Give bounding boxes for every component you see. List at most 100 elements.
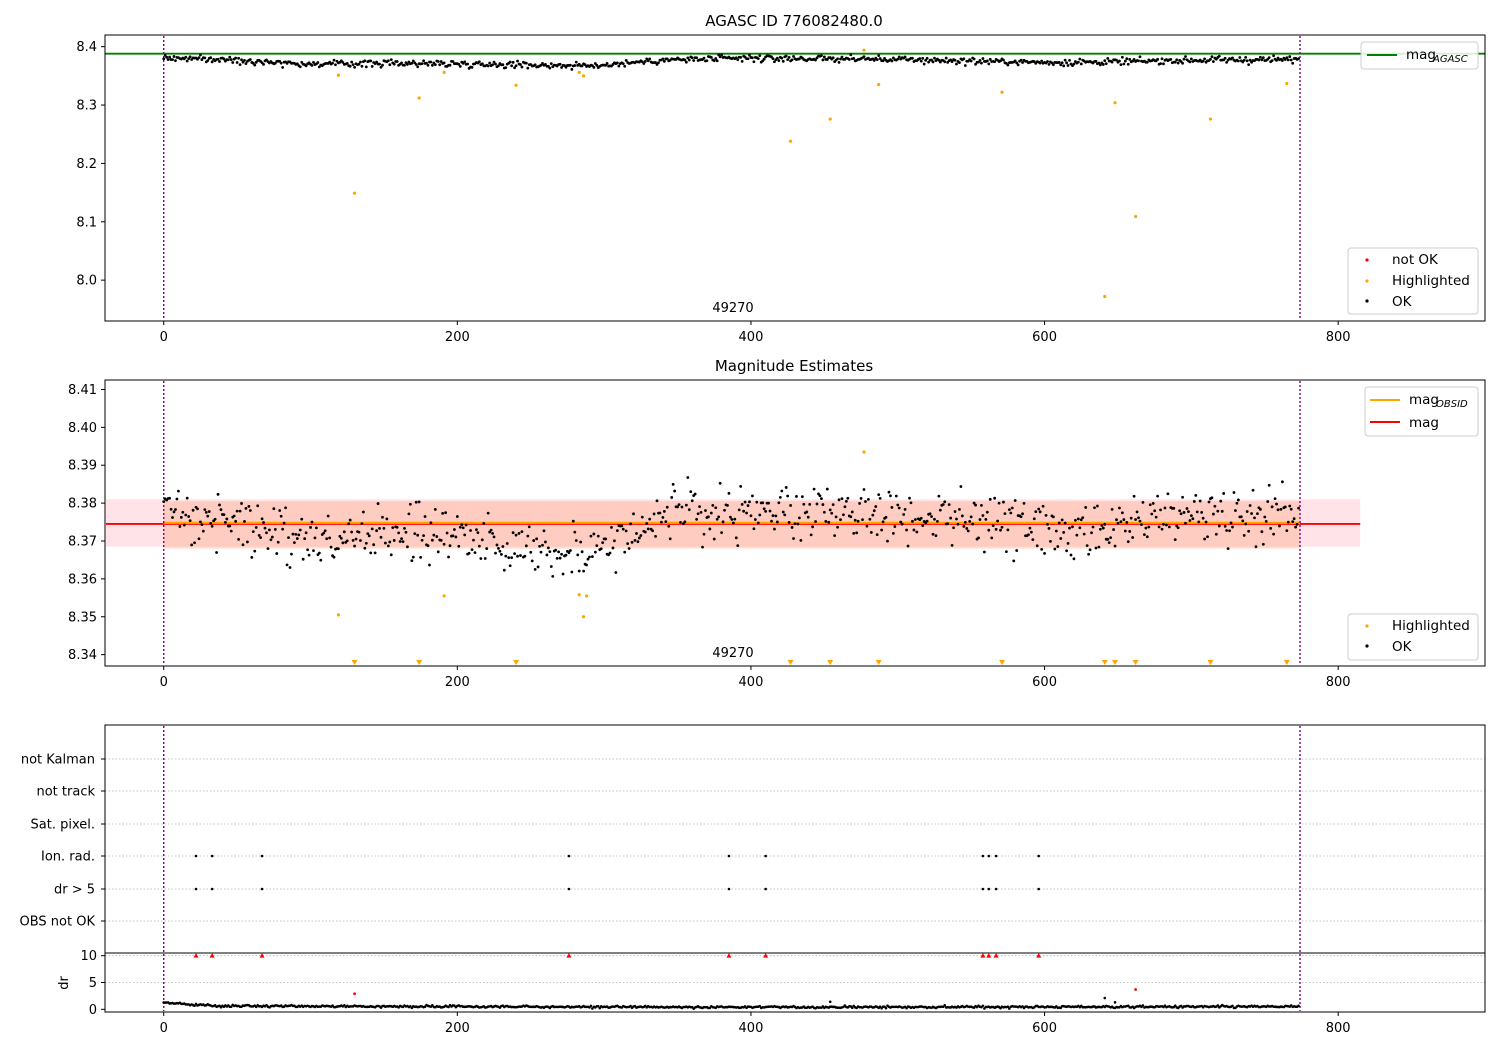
ok-point (404, 530, 408, 534)
ok-point (1044, 513, 1048, 517)
ok-point (395, 525, 399, 529)
ok-point (980, 503, 983, 507)
dr-point (1008, 1007, 1011, 1010)
ok-point (800, 495, 804, 499)
ok-point (642, 62, 646, 65)
ok-point (784, 54, 788, 58)
ok-point (840, 497, 844, 500)
ok-point (309, 526, 312, 529)
ok-point (1002, 58, 1005, 62)
ok-point (773, 527, 776, 531)
ok-point (243, 58, 246, 62)
dr-point (1113, 1001, 1117, 1004)
ok-point (196, 507, 199, 511)
ok-point (1270, 505, 1274, 509)
ok-point (497, 546, 500, 550)
ok-point (762, 57, 766, 61)
ok-point (178, 525, 182, 528)
highlighted-point (877, 83, 881, 87)
ok-point (520, 65, 524, 69)
ok-point (1069, 553, 1073, 557)
ok-point (714, 506, 718, 510)
ok-point (388, 63, 392, 67)
ok-point (621, 527, 625, 531)
ok-point (919, 59, 923, 63)
ok-point (535, 537, 539, 541)
ok-point (1188, 519, 1192, 522)
ok-point (163, 53, 167, 57)
ok-point (1223, 56, 1227, 60)
ok-point (953, 58, 957, 62)
ok-point (1125, 520, 1129, 524)
ok-point (1116, 521, 1120, 525)
ok-point (298, 65, 302, 69)
ok-point (328, 536, 332, 540)
ok-point (871, 513, 875, 517)
x-tick-label: 800 (1326, 1021, 1351, 1036)
ok-point (1072, 62, 1076, 66)
ok-point (645, 522, 649, 525)
ok-point (329, 545, 333, 549)
ok-point (256, 504, 260, 508)
ok-point (897, 506, 901, 510)
highlighted-point (336, 613, 341, 617)
ok-point (341, 61, 345, 64)
ok-point (223, 521, 227, 524)
x-tick-label: 400 (739, 675, 764, 690)
highlighted-offscale-marker (513, 660, 520, 665)
y-tick-label: 8.36 (68, 572, 97, 587)
dr-point (1297, 1004, 1300, 1008)
ok-point (485, 547, 489, 550)
ok-point (1054, 529, 1058, 533)
ok-point (711, 504, 715, 507)
ok-point (999, 59, 1002, 63)
ok-point (1264, 519, 1268, 523)
ok-point (568, 63, 572, 67)
ok-point (1006, 63, 1010, 67)
ok-point (1126, 62, 1130, 66)
ok-point (844, 499, 848, 503)
ok-point (1065, 549, 1068, 553)
ok-point (1137, 516, 1140, 520)
highlighted-point (417, 96, 421, 100)
ok-point (886, 539, 889, 543)
ok-point (251, 61, 255, 65)
ok-point (436, 60, 440, 63)
ok-point (215, 551, 218, 554)
ok-point (460, 523, 464, 527)
ok-point (488, 61, 492, 65)
ok-point (605, 62, 609, 65)
y-tick-label: 5 (89, 976, 97, 991)
ok-point (190, 543, 194, 547)
ok-point (658, 511, 662, 515)
ok-point (654, 61, 657, 64)
legend2-highlighted-marker (1365, 624, 1369, 628)
legend-ok-marker (1365, 299, 1369, 303)
ok-point (568, 549, 572, 552)
ok-point (516, 59, 519, 63)
ok-point (1283, 58, 1287, 61)
ok-point (1046, 522, 1049, 526)
flag-point (260, 887, 264, 891)
ok-point (752, 527, 756, 531)
ok-point (937, 494, 941, 498)
ok-point (549, 62, 553, 66)
panel2-legend-bottom: Highlighted OK (1347, 613, 1479, 661)
ok-point (1012, 559, 1016, 563)
ok-point (200, 523, 204, 527)
ok-point (899, 520, 903, 524)
ok-point (1188, 60, 1192, 64)
ok-point (366, 532, 370, 536)
ok-point (1241, 519, 1245, 523)
ok-point (350, 60, 354, 64)
ok-point (1198, 499, 1202, 503)
ok-point (933, 56, 936, 60)
ok-point (492, 60, 496, 64)
ok-point (430, 538, 434, 542)
ok-point (1034, 510, 1038, 514)
ok-point (1261, 542, 1265, 546)
ok-point (868, 517, 872, 521)
ok-point (470, 548, 474, 552)
ok-point (1031, 538, 1035, 542)
ok-point (978, 59, 982, 62)
